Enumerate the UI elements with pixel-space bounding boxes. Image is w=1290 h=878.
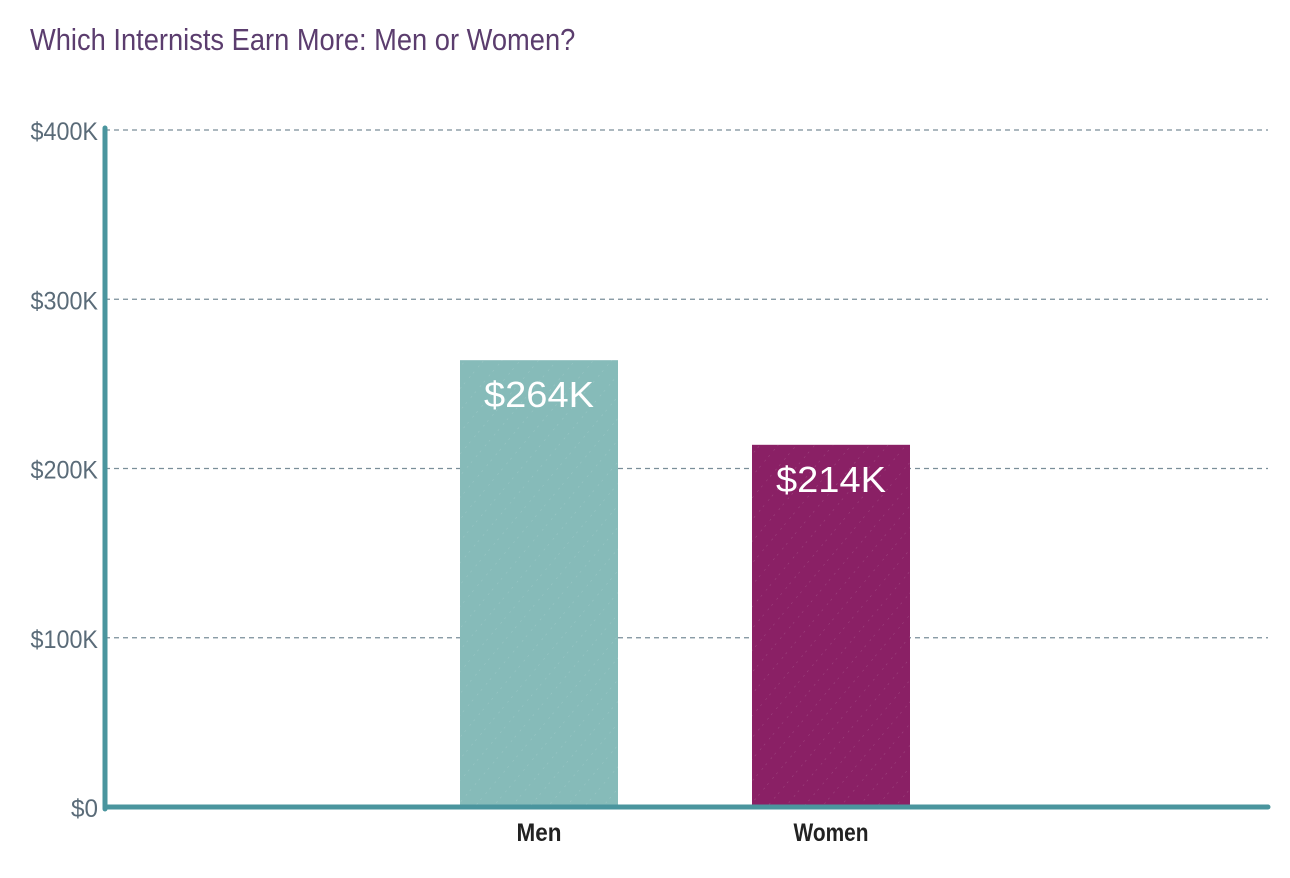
chart-title: Which Internists Earn More: Men or Women… (30, 22, 576, 57)
y-tick-label: $0 (71, 795, 98, 823)
bar-texture (460, 360, 618, 807)
bar-texture (752, 444, 910, 807)
data-label: $214K (776, 459, 886, 500)
y-tick-label: $100K (31, 626, 99, 654)
x-tick-label: Women (794, 819, 869, 847)
y-tick-label: $200K (31, 457, 99, 485)
y-tick-label: $400K (31, 118, 99, 146)
x-tick-label: Men (517, 819, 562, 847)
y-tick-label: $300K (31, 287, 99, 315)
data-label: $264K (484, 374, 594, 415)
